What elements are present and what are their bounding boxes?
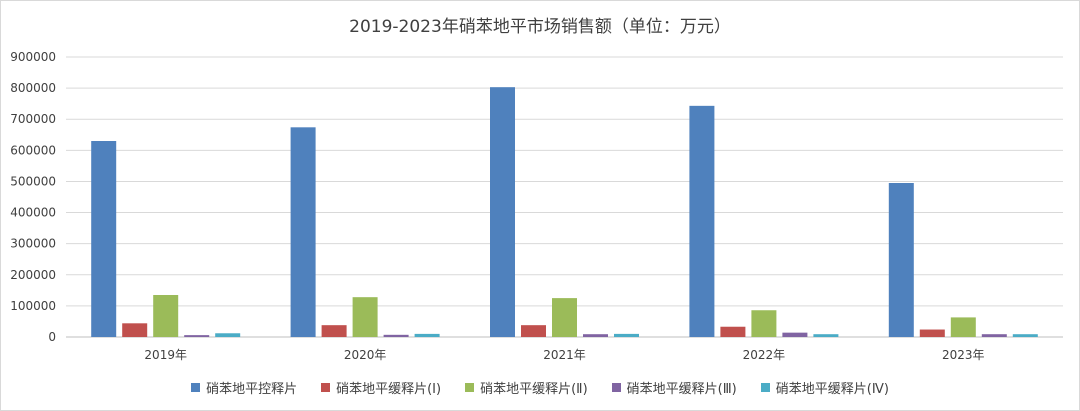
legend-swatch [760, 383, 770, 392]
bar [888, 183, 914, 337]
bar [521, 325, 546, 337]
bar [813, 334, 839, 337]
y-tick-label: 100000 [10, 299, 56, 313]
x-tick-label: 2023年 [942, 348, 985, 362]
bar [782, 332, 808, 337]
legend-item: 硝苯地平缓释片(Ⅰ) [321, 378, 441, 397]
legend-swatch [321, 383, 331, 392]
legend-item: 硝苯地平缓释片(Ⅲ) [611, 378, 737, 397]
y-tick-label: 400000 [10, 206, 56, 220]
bar [614, 333, 639, 337]
x-tick-label: 2021年 [543, 348, 586, 362]
legend-label: 硝苯地平控释片 [206, 382, 298, 397]
bar [215, 333, 241, 337]
chart-legend: 硝苯地平控释片 硝苯地平缓释片(Ⅰ) 硝苯地平缓释片(Ⅱ) 硝苯地平缓释片(Ⅲ) 硝苯地… [0, 378, 1080, 397]
bar [689, 105, 715, 337]
y-tick-label: 0 [48, 330, 56, 344]
y-tick-label: 700000 [10, 112, 56, 126]
legend-label: 硝苯地平缓释片(Ⅲ) [626, 382, 737, 397]
bar [552, 298, 577, 337]
bar [414, 333, 440, 337]
legend-swatch [191, 383, 201, 392]
legend-swatch [465, 383, 475, 392]
legend-item: 硝苯地平控释片 [191, 378, 297, 397]
chart-title: 2019-2023年硝苯地平市场销售额（单位：万元） [349, 17, 731, 37]
legend-swatch [611, 383, 621, 392]
y-tick-label: 900000 [10, 50, 56, 64]
bar [490, 87, 515, 337]
y-tick-label: 200000 [10, 268, 56, 282]
bar [153, 295, 179, 337]
legend-item: 硝苯地平缓释片(Ⅱ) [465, 378, 588, 397]
legend-item: 硝苯地平缓释片(Ⅳ) [760, 378, 889, 397]
bar [981, 334, 1007, 337]
bar [950, 317, 976, 337]
bar [91, 141, 117, 337]
bar [919, 329, 945, 337]
legend-label: 硝苯地平缓释片(Ⅰ) [336, 382, 442, 397]
y-tick-label: 600000 [10, 143, 56, 157]
bar [122, 323, 148, 337]
bar [583, 334, 608, 337]
bar [321, 325, 347, 337]
bar [1012, 334, 1038, 337]
x-tick-label: 2022年 [743, 348, 786, 362]
y-tick-label: 300000 [10, 237, 56, 251]
bar [184, 335, 210, 337]
bar [290, 127, 316, 337]
bar [751, 310, 777, 337]
x-tick-label: 2019年 [144, 348, 187, 362]
y-tick-label: 800000 [10, 81, 56, 95]
bar [383, 334, 409, 337]
legend-label: 硝苯地平缓释片(Ⅳ) [775, 382, 889, 397]
x-tick-label: 2020年 [344, 348, 387, 362]
y-tick-label: 500000 [10, 174, 56, 188]
legend-label: 硝苯地平缓释片(Ⅱ) [480, 382, 588, 397]
bar [352, 297, 378, 337]
bar [720, 326, 746, 337]
